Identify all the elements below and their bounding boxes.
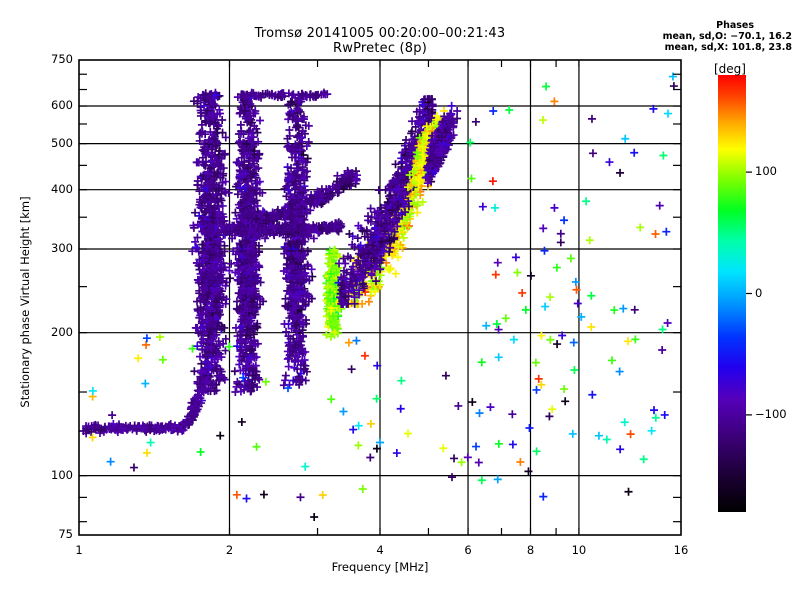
chart-title-line1: Tromsø 20141005 00:20:00–00:21:43	[254, 26, 506, 41]
y-axis-label: Stationary phase Virtual Height [km]	[18, 196, 32, 408]
colorbar-tick-label: −100	[755, 406, 787, 421]
y-tick-label: 200	[51, 324, 73, 339]
y-tick-label: 750	[51, 52, 73, 66]
x-tick-label: 10	[571, 543, 587, 557]
colorbar-tick-label: 100	[755, 164, 777, 179]
axis-ticks	[79, 60, 681, 535]
x-tick-label: 1	[75, 543, 83, 557]
y-tick-label: 75	[58, 527, 73, 541]
y-tick-label: 300	[51, 241, 73, 256]
y-tick-label: 500	[51, 135, 73, 150]
x-tick-label: 6	[464, 543, 472, 557]
colorbar-unit-label: [deg]	[714, 62, 746, 76]
colorbar-tick-label: 0	[755, 285, 763, 300]
x-tick-label: 2	[225, 543, 234, 557]
x-tick-label: 16	[673, 543, 689, 557]
y-tick-label: 600	[51, 98, 73, 113]
phases-mean-sd-o: mean, sd,O: −70.1, 16.2	[662, 31, 792, 42]
colorbar	[718, 75, 746, 512]
x-axis-label: Frequency [MHz]	[331, 560, 429, 574]
colorbar-ticks	[746, 171, 752, 416]
data-points	[79, 72, 678, 521]
y-tick-label: 400	[51, 181, 73, 196]
x-tick-label: 4	[376, 543, 384, 557]
chart-subtitle: RwPretec (8p)	[333, 41, 427, 56]
y-tick-label: 100	[51, 467, 73, 482]
phases-mean-sd-x: mean, sd,X: 101.8, 23.8	[664, 42, 792, 53]
x-tick-label: 8	[526, 543, 535, 557]
chart-title: Tromsø 20141005 00:20:00–00:21:43 RwPret…	[0, 26, 760, 56]
phases-heading: Phases	[716, 20, 754, 31]
plot-frame	[78, 59, 682, 536]
phases-annotation: Phases mean, sd,O: −70.1, 16.2 mean, sd,…	[663, 20, 792, 53]
